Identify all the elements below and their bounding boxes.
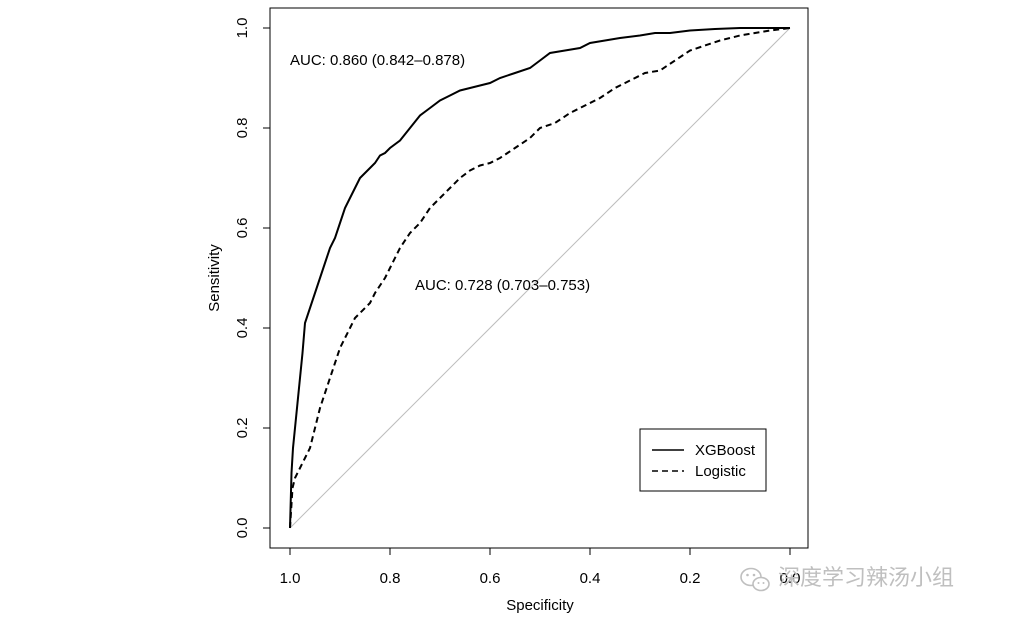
wechat-icon	[740, 567, 770, 592]
y-tick-label: 0.8	[234, 118, 251, 139]
x-tick-label: 0.0	[780, 570, 801, 587]
x-axis-title: Specificity	[506, 597, 574, 614]
legend-box	[639, 428, 767, 492]
series-line-xgboost	[289, 27, 790, 529]
legend-label-logistic: Logistic	[695, 463, 746, 480]
y-axis: 0.0 0.2 0.4 0.6 0.8 1.0	[234, 18, 271, 539]
x-axis: 1.0 0.8 0.6 0.4 0.2 0.0	[280, 547, 801, 587]
auc-label-xgboost: AUC: 0.860 (0.842–0.878)	[290, 52, 465, 69]
x-tick-label: 0.6	[480, 570, 501, 587]
x-tick-label: 0.4	[580, 570, 601, 587]
reference-diagonal	[289, 27, 791, 529]
series-line-logistic	[289, 27, 791, 529]
x-tick-label: 0.8	[380, 570, 401, 587]
watermark-text: 深度学习辣汤小组	[778, 566, 954, 591]
x-tick-label: 0.2	[680, 570, 701, 587]
watermark: 深度学习辣汤小组	[740, 566, 954, 592]
y-tick-label: 0.0	[234, 518, 251, 539]
y-tick-label: 0.6	[234, 218, 251, 239]
y-axis-title: Sensitivity	[206, 244, 223, 312]
auc-label-logistic: AUC: 0.728 (0.703–0.753)	[415, 277, 590, 294]
x-tick-label: 1.0	[280, 570, 301, 587]
y-tick-label: 0.2	[234, 418, 251, 439]
y-tick-label: 1.0	[234, 18, 251, 39]
legend: XGBoost Logistic	[639, 428, 767, 492]
y-tick-label: 0.4	[234, 318, 251, 339]
legend-label-xgboost: XGBoost	[695, 442, 756, 459]
